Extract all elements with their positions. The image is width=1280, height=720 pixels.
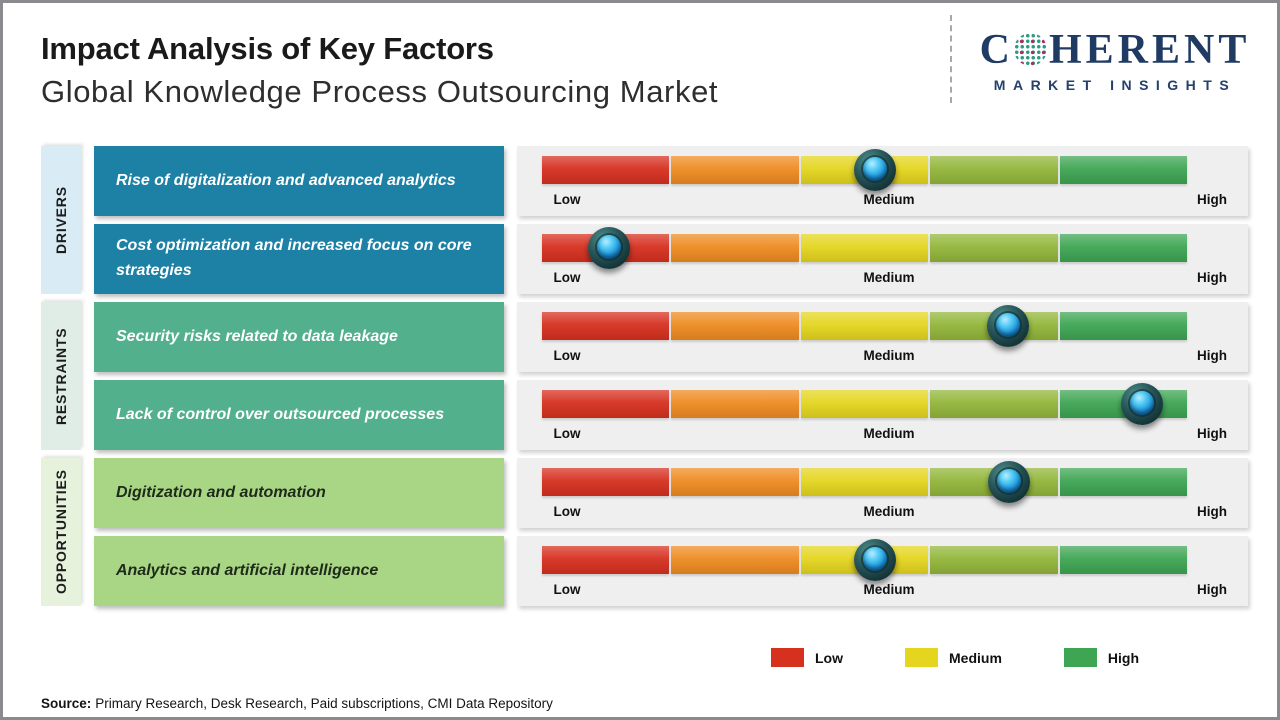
factor-label: Analytics and artificial intelligence (116, 561, 379, 579)
scale-label-high: High (1197, 192, 1227, 207)
scale-label-medium: Medium (863, 270, 915, 285)
impact-scale-panel: Low Medium High (517, 380, 1248, 450)
legend-swatch-medium (905, 648, 938, 667)
impact-bar (542, 234, 1188, 262)
impact-scale-panel: Low Medium High (517, 302, 1248, 372)
globe-icon (1013, 32, 1047, 66)
scale-label-medium: Medium (863, 192, 915, 207)
group-label-opportunities: OPPORTUNITIES (41, 458, 81, 606)
scale-label-low: Low (553, 348, 581, 363)
impact-matrix: DRIVERS Rise of digitalization and advan… (41, 146, 1248, 606)
legend-label: Low (815, 649, 843, 666)
factor-label: Security risks related to data leakage (116, 327, 398, 345)
factor-box: Cost optimization and increased focus on… (94, 224, 504, 294)
scale-label-medium: Medium (863, 582, 915, 597)
impact-scale-panel: Low Medium High (517, 536, 1248, 606)
factor-label: Cost optimization and increased focus on… (116, 237, 472, 279)
brand-tagline: MARKET INSIGHTS (993, 77, 1237, 93)
legend-item-high: High (1063, 648, 1139, 667)
impact-scale-panel: Low Medium High (517, 458, 1248, 528)
scale-label-low: Low (553, 270, 581, 285)
factor-label: Rise of digitalization and advanced anal… (116, 171, 456, 189)
scale-label-high: High (1197, 348, 1227, 363)
scale-label-low: Low (553, 504, 581, 519)
factor-box: Lack of control over outsourced processe… (94, 380, 504, 450)
scale-label-low: Low (553, 192, 581, 207)
impact-marker (1120, 383, 1163, 425)
scale-label-high: High (1197, 426, 1227, 441)
scale-label-medium: Medium (863, 426, 915, 441)
source-text: Primary Research, Desk Research, Paid su… (95, 696, 553, 711)
impact-marker (853, 149, 896, 191)
scale-label-medium: Medium (863, 504, 915, 519)
factor-box: Digitization and automation (94, 458, 504, 528)
impact-scale-panel: Low Medium High (517, 146, 1248, 216)
source-note: Source: Primary Research, Desk Research, … (41, 696, 553, 711)
brand-logo: C HERENT MARKET INSIGHTS (965, 29, 1265, 93)
page-title: Impact Analysis of Key Factors (41, 31, 494, 66)
impact-bar (542, 312, 1188, 340)
scale-label-high: High (1197, 504, 1227, 519)
impact-marker (853, 539, 896, 581)
legend-label: Medium (949, 649, 1002, 666)
header: Impact Analysis of Key Factors Global Kn… (41, 31, 718, 110)
factor-box: Rise of digitalization and advanced anal… (94, 146, 504, 216)
impact-marker (986, 305, 1029, 347)
brand-letter: C (979, 27, 1014, 73)
brand-rest: HERENT (1048, 27, 1251, 73)
legend-item-medium: Medium (905, 648, 1002, 667)
factor-label: Digitization and automation (116, 483, 326, 501)
group-label-drivers: DRIVERS (41, 146, 81, 294)
legend-swatch-high (1063, 648, 1097, 667)
scale-label-low: Low (553, 582, 581, 597)
page-subtitle: Global Knowledge Process Outsourcing Mar… (41, 74, 719, 109)
brand-wordmark: C HERENT (965, 29, 1265, 71)
legend-label: High (1107, 649, 1139, 666)
scale-label-high: High (1197, 582, 1227, 597)
impact-bar (542, 390, 1188, 418)
scale-label-high: High (1197, 270, 1227, 285)
source-prefix: Source: (41, 696, 92, 711)
logo-divider-dashed-line (950, 15, 952, 103)
factor-label: Lack of control over outsourced processe… (116, 405, 445, 423)
impact-marker (588, 227, 631, 269)
impact-marker (987, 461, 1030, 503)
legend-item-low: Low (771, 648, 843, 667)
impact-scale-panel: Low Medium High (517, 224, 1248, 294)
scale-label-low: Low (553, 426, 581, 441)
group-label-restraints: RESTRAINTS (41, 302, 81, 450)
factor-box: Analytics and artificial intelligence (94, 536, 504, 606)
impact-bar (542, 468, 1188, 496)
legend: Low Medium High (771, 648, 1139, 667)
factor-box: Security risks related to data leakage (94, 302, 504, 372)
scale-label-medium: Medium (863, 348, 915, 363)
legend-swatch-low (771, 648, 804, 667)
